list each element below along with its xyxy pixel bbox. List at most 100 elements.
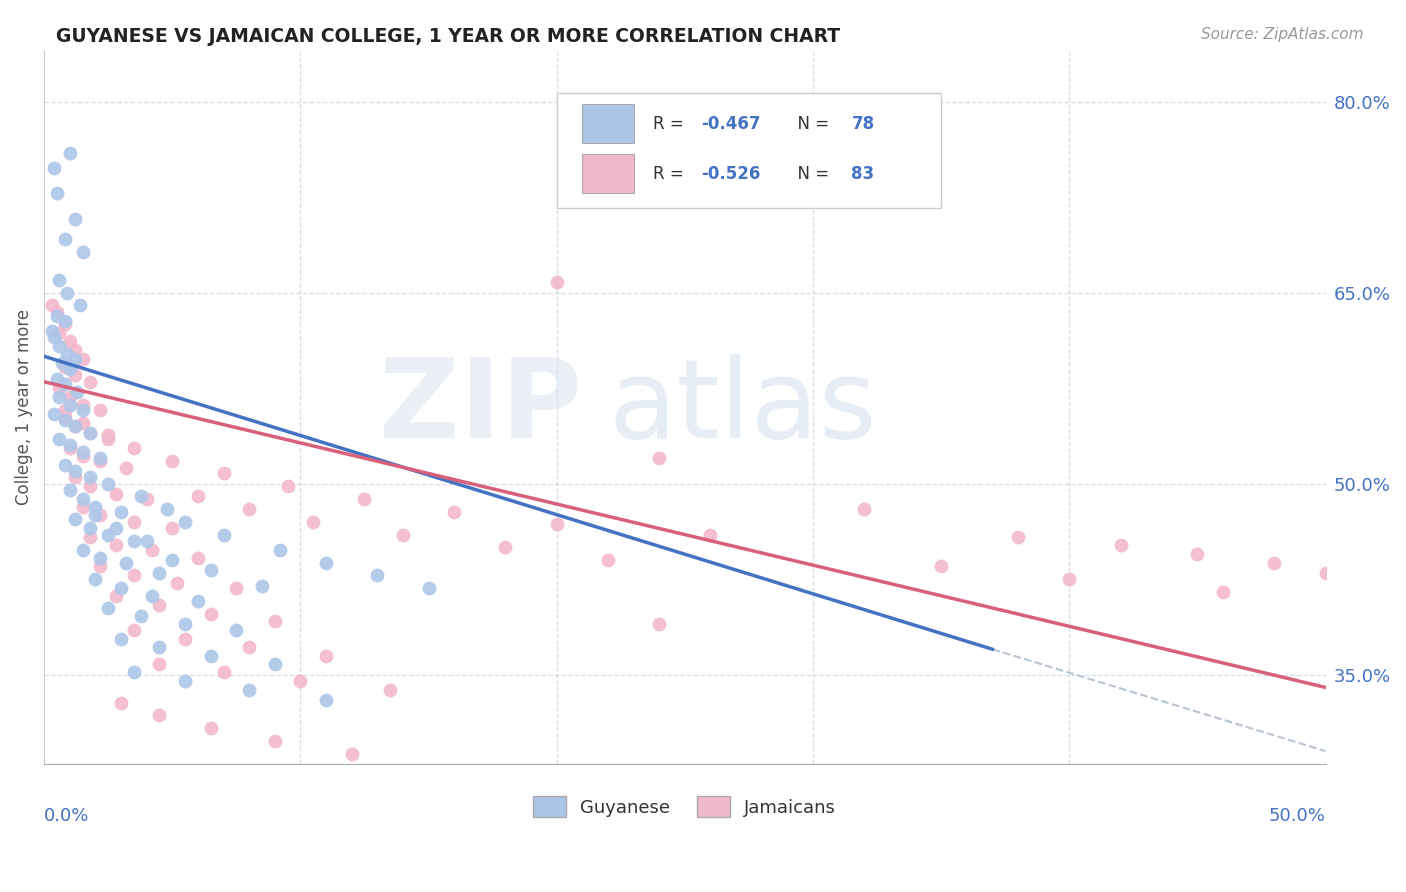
Point [162, 521, 184, 535]
Point [115, 461, 138, 475]
Point [53, 359, 76, 374]
Point [44, 407, 66, 421]
Y-axis label: College, 1 year or more: College, 1 year or more [15, 310, 32, 505]
Point [59, 441, 82, 455]
Point [45, 304, 67, 318]
Point [79, 470, 101, 484]
Point [63, 368, 86, 383]
Point [1057, 572, 1080, 586]
Text: GUYANESE VS JAMAICAN COLLEGE, 1 YEAR OR MORE CORRELATION CHART: GUYANESE VS JAMAICAN COLLEGE, 1 YEAR OR … [56, 27, 841, 45]
Point [63, 211, 86, 226]
Point [48, 390, 70, 404]
Point [59, 334, 82, 348]
Point [263, 657, 285, 672]
Text: atlas: atlas [607, 354, 876, 461]
Point [162, 553, 184, 567]
Point [72, 244, 94, 259]
Point [212, 665, 235, 680]
Point [53, 458, 76, 472]
Point [353, 491, 375, 506]
Point [53, 232, 76, 246]
Point [263, 614, 285, 628]
Point [250, 578, 273, 592]
Point [48, 326, 70, 341]
Point [63, 419, 86, 434]
Point [72, 398, 94, 412]
Point [79, 425, 101, 440]
Point [263, 734, 285, 748]
Point [89, 451, 111, 466]
Point [84, 508, 107, 523]
Point [174, 616, 197, 631]
Text: R =: R = [652, 115, 689, 133]
Point [546, 517, 568, 532]
Point [174, 632, 197, 646]
Point [148, 657, 170, 672]
Point [84, 500, 107, 514]
Point [131, 489, 153, 503]
Point [1109, 538, 1132, 552]
Text: 78: 78 [852, 115, 875, 133]
Point [53, 313, 76, 327]
Point [546, 276, 568, 290]
Point [212, 467, 235, 481]
Point [59, 145, 82, 160]
Legend: Guyanese, Jamaicans: Guyanese, Jamaicans [524, 788, 845, 826]
FancyBboxPatch shape [582, 154, 634, 194]
Point [89, 454, 111, 468]
Point [340, 747, 363, 761]
Point [290, 674, 312, 689]
Point [187, 489, 209, 503]
Text: Source: ZipAtlas.com: Source: ZipAtlas.com [1201, 27, 1364, 42]
Point [89, 550, 111, 565]
Point [72, 542, 94, 557]
Point [443, 505, 465, 519]
Point [72, 416, 94, 430]
FancyBboxPatch shape [557, 94, 941, 208]
Point [238, 640, 260, 654]
Point [48, 273, 70, 287]
Point [418, 581, 440, 595]
Text: -0.526: -0.526 [702, 165, 761, 183]
Point [66, 384, 89, 399]
Point [79, 479, 101, 493]
Point [72, 449, 94, 463]
Point [59, 438, 82, 452]
Point [115, 556, 138, 570]
Point [148, 708, 170, 723]
Point [53, 413, 76, 427]
Text: -0.467: -0.467 [702, 115, 761, 133]
Point [72, 445, 94, 459]
Point [225, 623, 247, 637]
Point [148, 566, 170, 580]
Point [200, 721, 222, 735]
Point [135, 491, 157, 506]
Point [104, 521, 127, 535]
Point [45, 309, 67, 323]
Point [269, 542, 291, 557]
Point [53, 410, 76, 425]
Point [648, 616, 671, 631]
Point [97, 601, 120, 615]
Point [135, 533, 157, 548]
Point [41, 298, 63, 312]
Point [200, 563, 222, 577]
Point [494, 541, 516, 555]
Point [200, 607, 222, 621]
Point [56, 285, 79, 300]
Point [63, 343, 86, 357]
Point [79, 425, 101, 440]
Point [79, 521, 101, 535]
Point [45, 372, 67, 386]
Point [72, 351, 94, 366]
Point [63, 419, 86, 434]
Point [63, 512, 86, 526]
Point [110, 505, 132, 519]
Point [929, 559, 952, 574]
Point [302, 515, 325, 529]
Point [72, 500, 94, 514]
Point [853, 502, 876, 516]
Point [48, 432, 70, 446]
Point [110, 632, 132, 646]
Point [1187, 547, 1209, 561]
